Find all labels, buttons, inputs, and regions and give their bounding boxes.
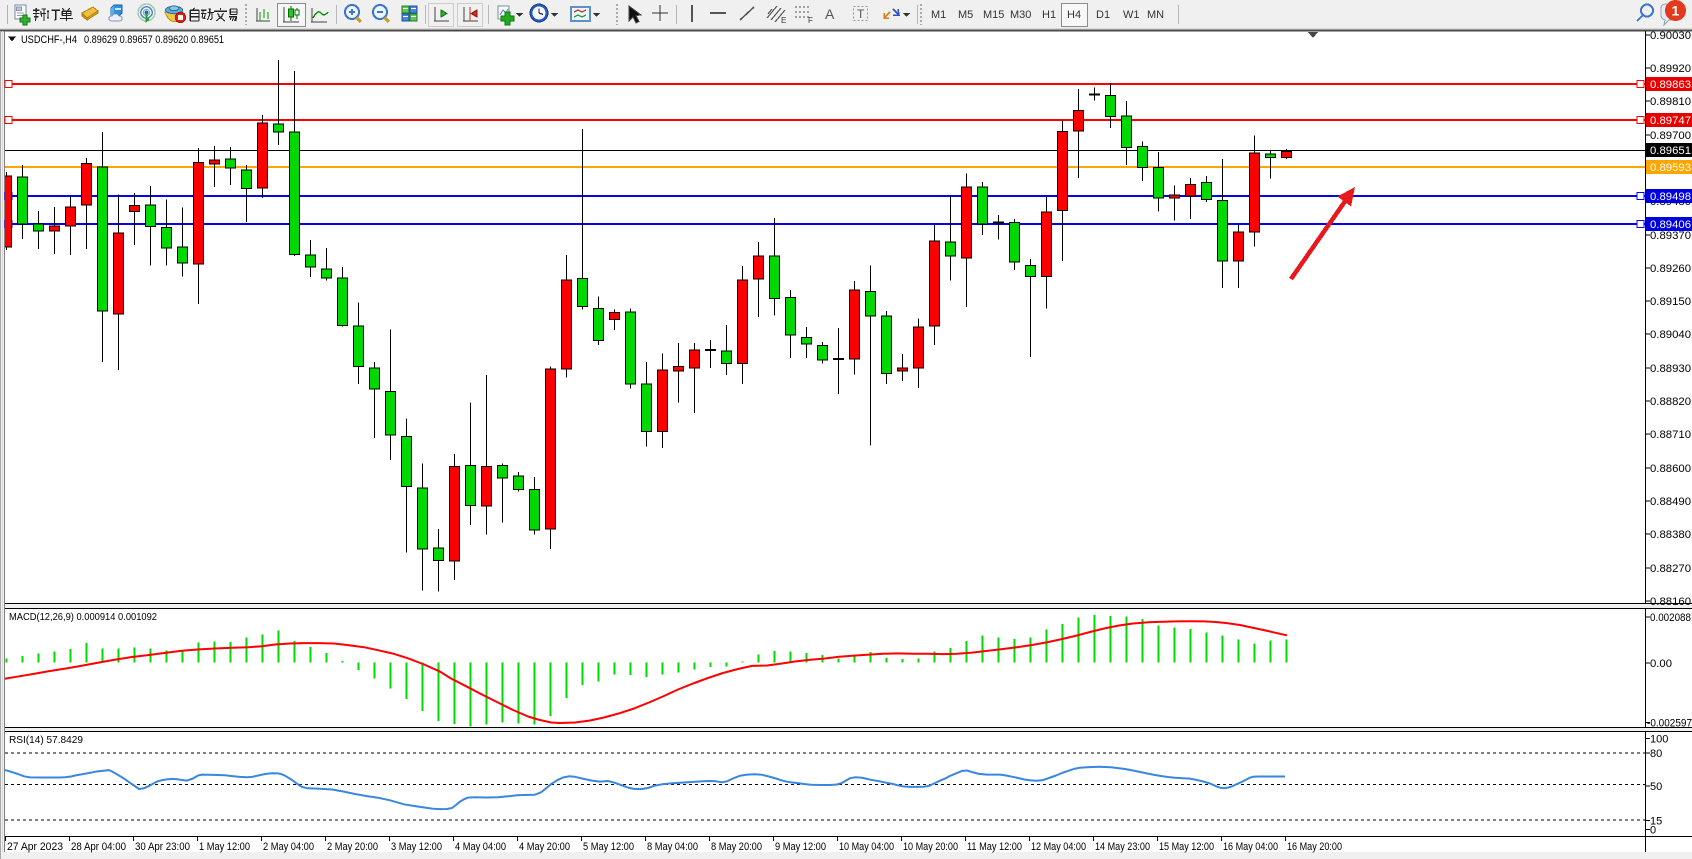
svg-text:0.88710: 0.88710	[1650, 429, 1691, 441]
svg-text:F: F	[808, 16, 813, 25]
svg-text:0.89863: 0.89863	[1650, 79, 1691, 91]
svg-text:T: T	[857, 7, 865, 21]
svg-text:H4: H4	[1067, 9, 1081, 21]
svg-text:8 May 20:00: 8 May 20:00	[711, 841, 762, 853]
svg-text:2 May 04:00: 2 May 04:00	[263, 841, 314, 853]
svg-text:12 May 04:00: 12 May 04:00	[1031, 841, 1086, 853]
svg-text:0.89150: 0.89150	[1650, 296, 1691, 308]
svg-text:A: A	[825, 6, 835, 22]
svg-text:E: E	[781, 16, 786, 25]
svg-text:-0.002597: -0.002597	[1647, 718, 1692, 730]
svg-text:100: 100	[1650, 734, 1668, 746]
svg-text:MN: MN	[1147, 9, 1164, 21]
svg-text:10 May 20:00: 10 May 20:00	[903, 841, 958, 853]
svg-text:27 Apr 2023: 27 Apr 2023	[7, 841, 63, 853]
svg-text:16 May 04:00: 16 May 04:00	[1223, 841, 1278, 853]
svg-text:H1: H1	[1042, 9, 1056, 21]
svg-text:0.88380: 0.88380	[1650, 529, 1691, 541]
svg-text:M1: M1	[931, 9, 946, 21]
svg-text:M15: M15	[983, 9, 1004, 21]
svg-text:0.88270: 0.88270	[1650, 563, 1691, 575]
svg-text:M5: M5	[958, 9, 973, 21]
svg-text:0.00: 0.00	[1650, 658, 1672, 670]
svg-text:28 Apr 04:00: 28 Apr 04:00	[71, 841, 126, 853]
svg-text:9 May 12:00: 9 May 12:00	[775, 841, 826, 853]
svg-text:0.88490: 0.88490	[1650, 496, 1691, 508]
svg-text:5 May 12:00: 5 May 12:00	[583, 841, 634, 853]
svg-text:15: 15	[1650, 816, 1662, 828]
svg-text:0.89700: 0.89700	[1650, 130, 1691, 142]
svg-text:0.89406: 0.89406	[1650, 219, 1691, 231]
svg-text:RSI(14) 57.8429: RSI(14) 57.8429	[9, 734, 83, 746]
svg-text:0.88930: 0.88930	[1650, 363, 1691, 375]
svg-text:0.89498: 0.89498	[1650, 191, 1691, 203]
svg-text:0.89370: 0.89370	[1650, 230, 1691, 242]
svg-text:30 Apr 23:00: 30 Apr 23:00	[135, 841, 190, 853]
svg-text:15 May 12:00: 15 May 12:00	[1159, 841, 1214, 853]
svg-text:0: 0	[1650, 825, 1656, 837]
svg-text:0.89651: 0.89651	[1650, 145, 1691, 157]
svg-text:3 May 12:00: 3 May 12:00	[391, 841, 442, 853]
svg-text:10 May 04:00: 10 May 04:00	[839, 841, 894, 853]
svg-text:M30: M30	[1010, 9, 1031, 21]
svg-text:50: 50	[1650, 781, 1662, 793]
svg-text:4 May 04:00: 4 May 04:00	[455, 841, 506, 853]
svg-text:W1: W1	[1123, 9, 1140, 21]
svg-text:0.002088: 0.002088	[1650, 612, 1691, 624]
svg-text:1 May 12:00: 1 May 12:00	[199, 841, 250, 853]
svg-text:0.89593: 0.89593	[1650, 162, 1691, 174]
svg-text:D1: D1	[1096, 9, 1110, 21]
svg-text:11 May 12:00: 11 May 12:00	[967, 841, 1022, 853]
svg-text:0.89260: 0.89260	[1650, 263, 1691, 275]
svg-text:2 May 20:00: 2 May 20:00	[327, 841, 378, 853]
svg-text:1: 1	[1672, 3, 1680, 19]
svg-text:4 May 20:00: 4 May 20:00	[519, 841, 570, 853]
svg-text:8 May 04:00: 8 May 04:00	[647, 841, 698, 853]
svg-text:0.89810: 0.89810	[1650, 96, 1691, 108]
svg-text:0.88820: 0.88820	[1650, 396, 1691, 408]
svg-text:0.89747: 0.89747	[1650, 115, 1691, 127]
svg-text:14 May 23:00: 14 May 23:00	[1095, 841, 1150, 853]
svg-text:0.89629 0.89657 0.89620 0.8965: 0.89629 0.89657 0.89620 0.89651	[84, 34, 224, 46]
svg-text:USDCHF-,H4: USDCHF-,H4	[21, 34, 77, 46]
svg-text:0.89920: 0.89920	[1650, 63, 1691, 75]
svg-text:0.89040: 0.89040	[1650, 329, 1691, 341]
svg-text:MACD(12,26,9) 0.000914 0.00109: MACD(12,26,9) 0.000914 0.001092	[9, 611, 157, 623]
svg-text:80: 80	[1650, 748, 1662, 760]
svg-text:0.88600: 0.88600	[1650, 463, 1691, 475]
svg-text:0.90030: 0.90030	[1650, 30, 1691, 42]
svg-text:0.88160: 0.88160	[1650, 596, 1691, 608]
svg-text:16 May 20:00: 16 May 20:00	[1287, 841, 1342, 853]
